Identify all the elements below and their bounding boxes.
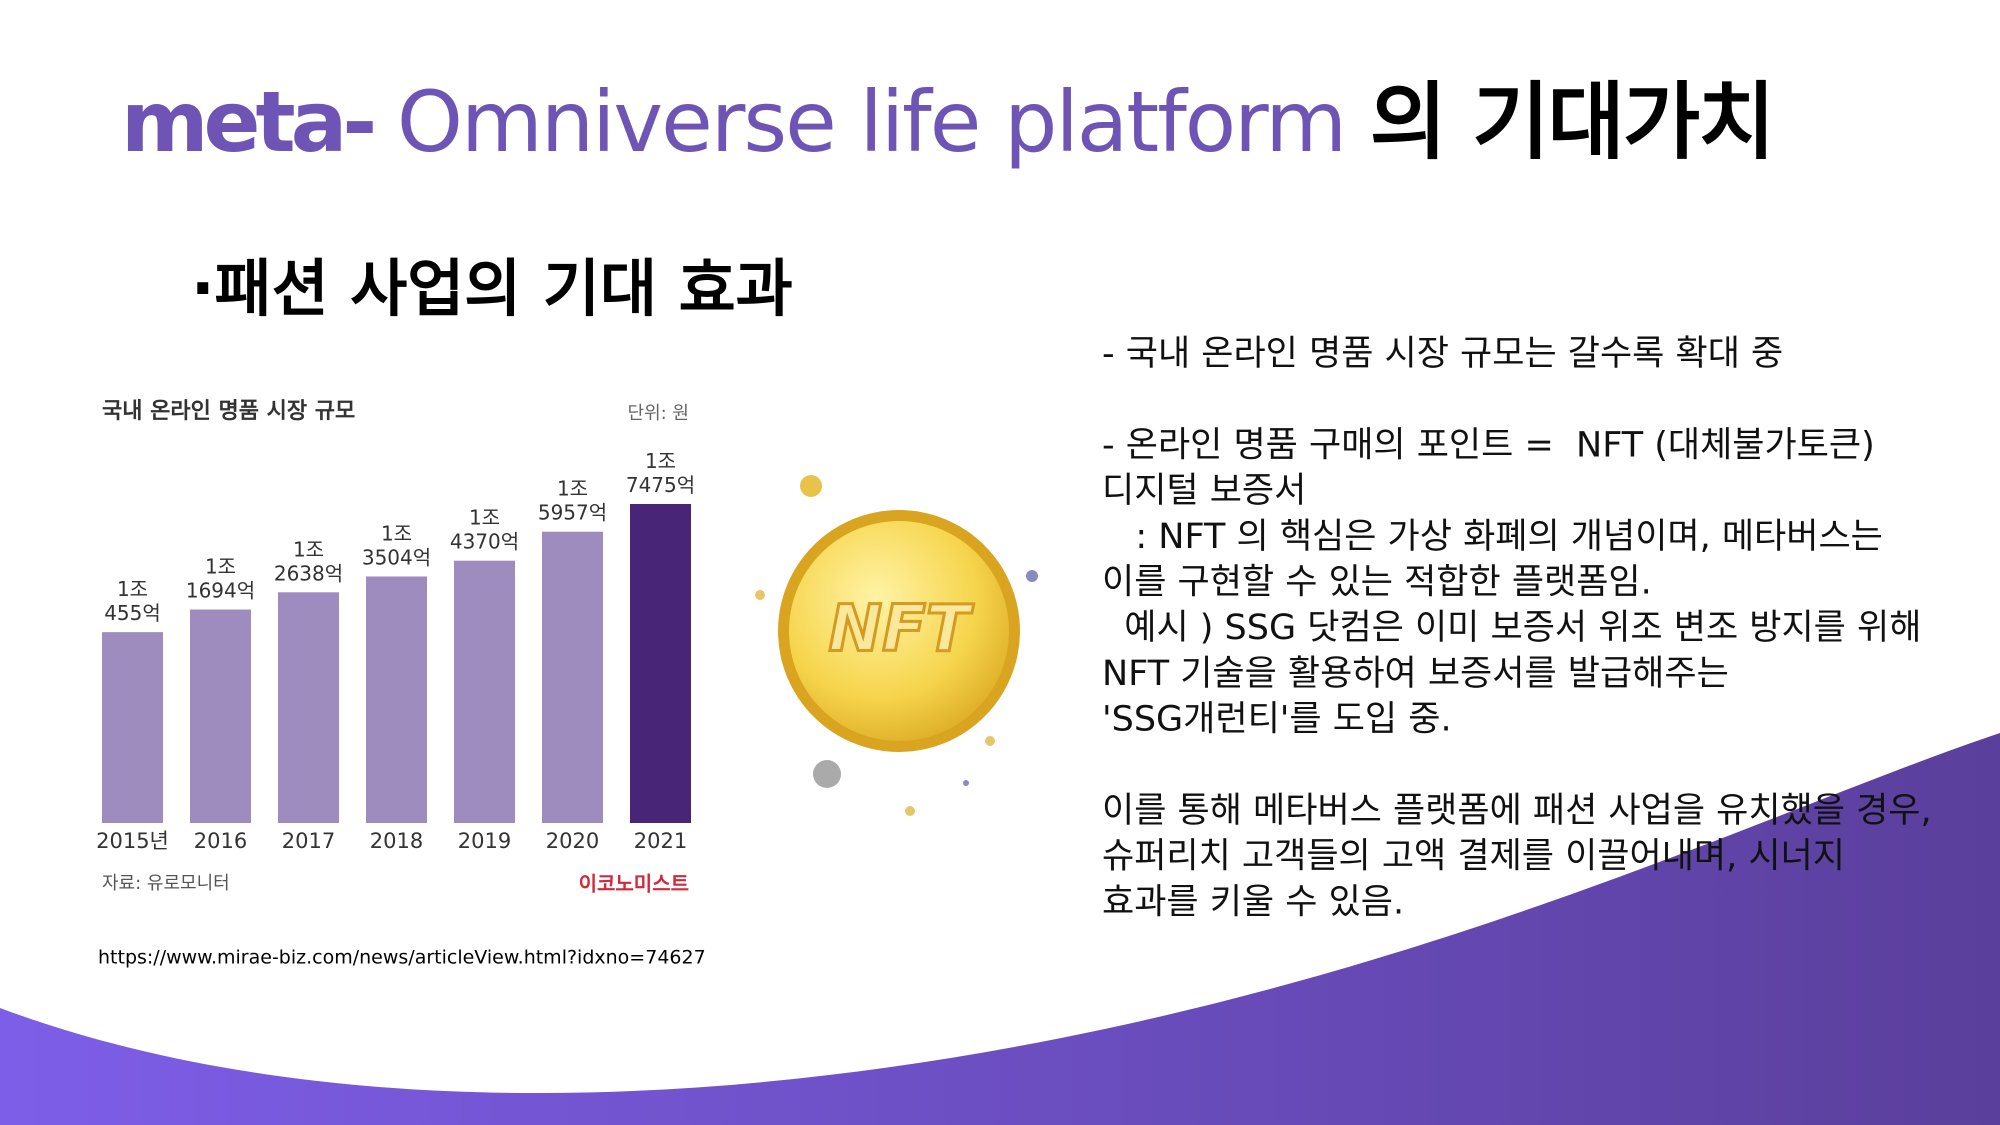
bar (454, 560, 515, 823)
value-label: 1조 2638억 (274, 537, 343, 585)
body-line: : NFT 의 핵심은 가상 화폐의 개념이며, 메타버스는 (1102, 517, 1883, 557)
bar (278, 592, 339, 823)
body-line: - 국내 온라인 명품 시장 규모는 갈수록 확대 중 (1102, 334, 1783, 374)
title-korean: 의 기대가치 (1370, 73, 1774, 171)
nft-image: NFT (755, 475, 1038, 816)
body-line: 이를 구현할 수 있는 적합한 플랫폼임. (1102, 563, 1652, 603)
title: meta- Omniverse life platform 의 기대가치 (121, 73, 1773, 171)
chart-source: 자료: 유로모니터 (102, 873, 230, 894)
bar-chart: 1조 455억 2015년 1조 1694억 2016 1조 2638억 2017 1조 3504억… (96, 449, 695, 854)
body-line: 슈퍼리치 고객들의 고액 결제를 이끌어내며, 시너지 (1102, 837, 1845, 877)
value-label: 1조 7475억 (626, 449, 695, 497)
dot (800, 475, 822, 497)
dot (755, 590, 765, 600)
dot (1026, 570, 1038, 582)
bar (630, 504, 691, 823)
chart-title: 국내 온라인 명품 시장 규모 (102, 399, 355, 424)
x-tick-label: 2015년 (96, 829, 169, 853)
value-label: 1조 455억 (104, 577, 161, 625)
bar (542, 531, 603, 823)
body-line: 디지털 보증서 (1102, 471, 1306, 511)
title-meta: meta- (121, 73, 373, 171)
dot (985, 736, 995, 746)
x-tick-label: 2019 (458, 829, 511, 853)
dot (963, 780, 969, 786)
body-text: - 국내 온라인 명품 시장 규모는 갈수록 확대 중 - 온라인 명품 구매의 … (1102, 334, 1932, 922)
body-line: 효과를 키울 수 있음. (1102, 882, 1404, 922)
bar (102, 632, 163, 823)
x-tick-label: 2021 (634, 829, 687, 853)
source-url: https://www.mirae-biz.com/news/articleVi… (98, 947, 706, 969)
coin (789, 521, 1009, 741)
body-line: NFT 기술을 활용하여 보증서를 발급해주는 (1102, 654, 1729, 694)
chart-publisher: 이코노미스트 (579, 872, 689, 896)
x-tick-label: 2017 (282, 829, 335, 853)
bar (366, 576, 427, 823)
subtitle: ·패션 사업의 기대 효과 (191, 252, 793, 325)
wave (0, 733, 2000, 1125)
value-label: 1조 4370억 (450, 505, 519, 553)
body-line: - 온라인 명품 구매의 포인트 = NFT (대체불가토큰) (1102, 425, 1875, 465)
dot (905, 806, 915, 816)
dot (813, 760, 841, 788)
title-platform: Omniverse life platform (397, 73, 1345, 171)
value-label: 1조 5957억 (538, 476, 607, 524)
bar (190, 609, 251, 823)
value-label: 1조 1694억 (186, 554, 255, 602)
coin-label: NFT (829, 593, 974, 667)
x-tick-label: 2018 (370, 829, 423, 853)
body-line: 예시 ) SSG 닷컴은 이미 보증서 위조 변조 방지를 위해 (1102, 608, 1921, 648)
x-tick-label: 2020 (546, 829, 599, 853)
body-line: 이를 통해 메타버스 플랫폼에 패션 사업을 유치했을 경우, (1102, 791, 1932, 831)
body-line: 'SSG개런티'를 도입 중. (1102, 700, 1452, 740)
x-tick-label: 2016 (194, 829, 247, 853)
chart-unit: 단위: 원 (628, 403, 689, 424)
value-label: 1조 3504억 (362, 521, 431, 569)
